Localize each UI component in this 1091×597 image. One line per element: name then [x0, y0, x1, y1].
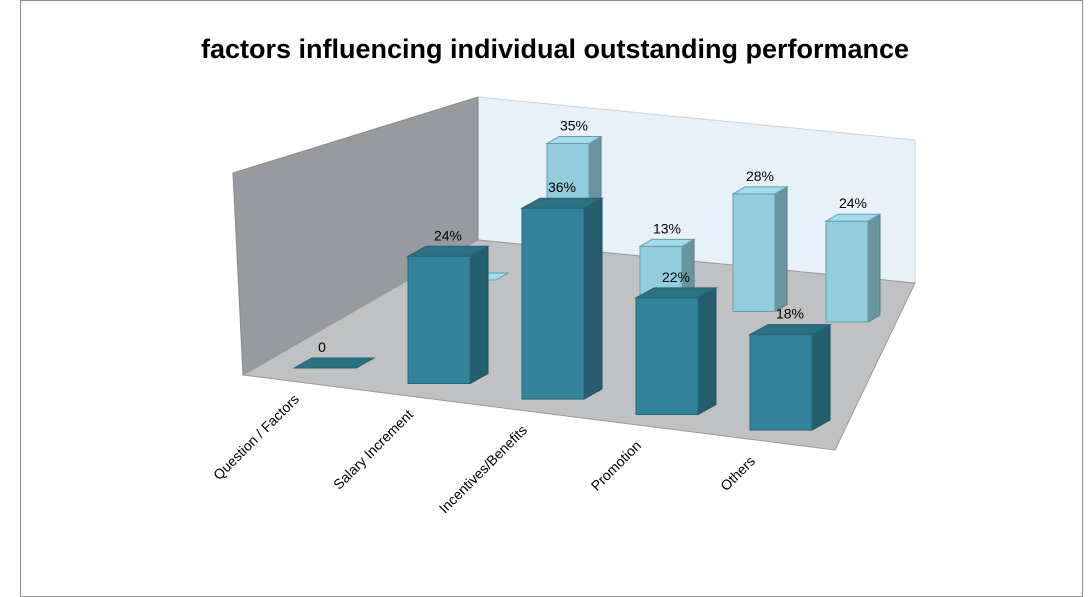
- chart-title: factors influencing individual outstandi…: [201, 34, 909, 64]
- data-label: 18%: [776, 306, 804, 322]
- bar-top: [520, 197, 604, 209]
- bar-top: [545, 136, 603, 144]
- bar: [407, 255, 471, 384]
- data-label: 36%: [548, 179, 576, 195]
- bar-side: [811, 323, 831, 431]
- data-label: 22%: [662, 269, 690, 285]
- bar-side: [583, 197, 603, 400]
- bar-side: [774, 186, 788, 313]
- bar: [825, 220, 869, 323]
- bar: [635, 297, 699, 415]
- data-label: 28%: [746, 168, 774, 184]
- data-label: 13%: [653, 220, 681, 236]
- bar-side: [697, 287, 717, 416]
- bar-top: [731, 186, 789, 195]
- bar: [521, 207, 585, 400]
- data-label: 35%: [560, 118, 588, 134]
- bar-top: [406, 245, 490, 257]
- data-label: 24%: [434, 227, 462, 243]
- bar: [732, 193, 776, 312]
- bar-top: [634, 287, 718, 299]
- bar-top: [824, 213, 882, 222]
- data-label: 24%: [839, 195, 867, 211]
- bar: [749, 334, 813, 431]
- bar-top: [748, 324, 832, 336]
- bar-side: [867, 213, 881, 323]
- bar-top: [292, 357, 376, 369]
- data-label: 0: [318, 339, 326, 355]
- bar-top: [638, 238, 696, 247]
- bar-side: [469, 245, 489, 385]
